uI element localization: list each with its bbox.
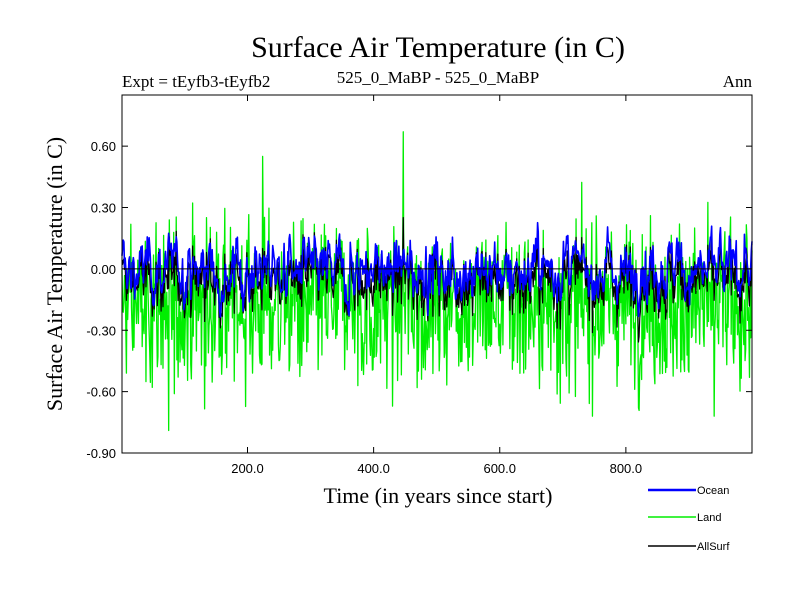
x-axis-label: Time (in years since start) [324, 483, 553, 508]
subtitle-left: Expt = tEyfb3-tEyfb2 [122, 72, 270, 91]
legend-label-land: Land [697, 512, 721, 524]
x-tick-label: 200.0 [231, 461, 264, 476]
series-layer [121, 131, 753, 432]
x-tick-label: 800.0 [610, 461, 643, 476]
x-tick-label: 400.0 [357, 461, 390, 476]
y-tick-label: 0.30 [91, 201, 116, 216]
x-axis: 200.0 400.0 600.0 800.0 [231, 95, 642, 476]
y-tick-label: 0.60 [91, 139, 116, 154]
y-tick-label: -0.30 [86, 323, 116, 338]
y-tick-label: -0.60 [86, 385, 116, 400]
plot-frame [121, 94, 753, 454]
chart-title: Surface Air Temperature (in C) [251, 31, 625, 64]
y-tick-label: -0.90 [86, 446, 116, 461]
legend-label-allsurf: AllSurf [697, 541, 730, 553]
subtitle-right: Ann [723, 72, 753, 91]
subtitle-center: 525_0_MaBP - 525_0_MaBP [337, 68, 539, 87]
y-tick-label: 0.00 [91, 262, 116, 277]
x-tick-label: 600.0 [483, 461, 516, 476]
y-axis-label: Surface Air Temperature (in C) [42, 137, 67, 411]
y-axis: -0.90 -0.60 -0.30 0.00 0.30 0.60 [86, 139, 752, 461]
legend: Ocean Land AllSurf [648, 485, 730, 553]
series-line-ocean [121, 221, 753, 318]
legend-label-ocean: Ocean [697, 485, 729, 497]
